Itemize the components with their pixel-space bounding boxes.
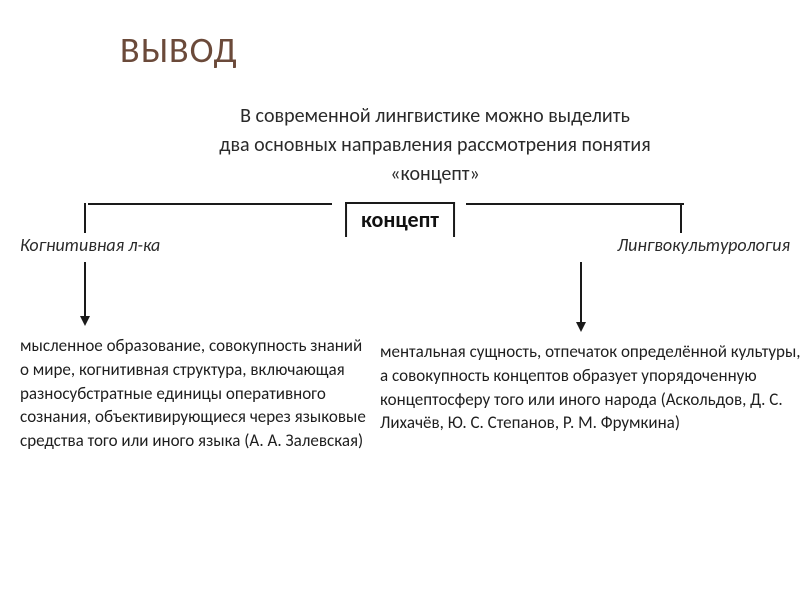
connector-right-v1 <box>680 203 682 233</box>
connector-left-v1 <box>84 203 86 233</box>
intro-line-3: «концепт» <box>90 160 780 189</box>
arrow-head-icon <box>80 316 90 326</box>
arrow-left <box>80 262 90 326</box>
intro-line-2: два основных направления рассмотрения по… <box>90 131 780 160</box>
branch-left-label: Когнитивная л-ка <box>20 234 160 256</box>
slide: ВЫВОД В современной лингвистике можно вы… <box>0 0 800 600</box>
branch-right-label: Лингвокультурология <box>617 234 790 256</box>
root-label: концепт <box>361 206 439 233</box>
branch-left-definition: мысленное образование, совокупность знан… <box>20 334 370 453</box>
intro-text: В современной лингвистике можно выделить… <box>90 102 780 189</box>
slide-title: ВЫВОД <box>120 28 238 72</box>
arrow-right <box>576 262 586 332</box>
connector-left-h <box>88 203 332 205</box>
arrow-head-icon <box>576 322 586 332</box>
connector-right-h <box>466 203 684 205</box>
intro-line-1: В современной лингвистике можно выделить <box>90 102 780 131</box>
root-node: концепт <box>345 202 455 237</box>
branch-right-definition: ментальная сущность, отпечаток определён… <box>380 340 800 435</box>
